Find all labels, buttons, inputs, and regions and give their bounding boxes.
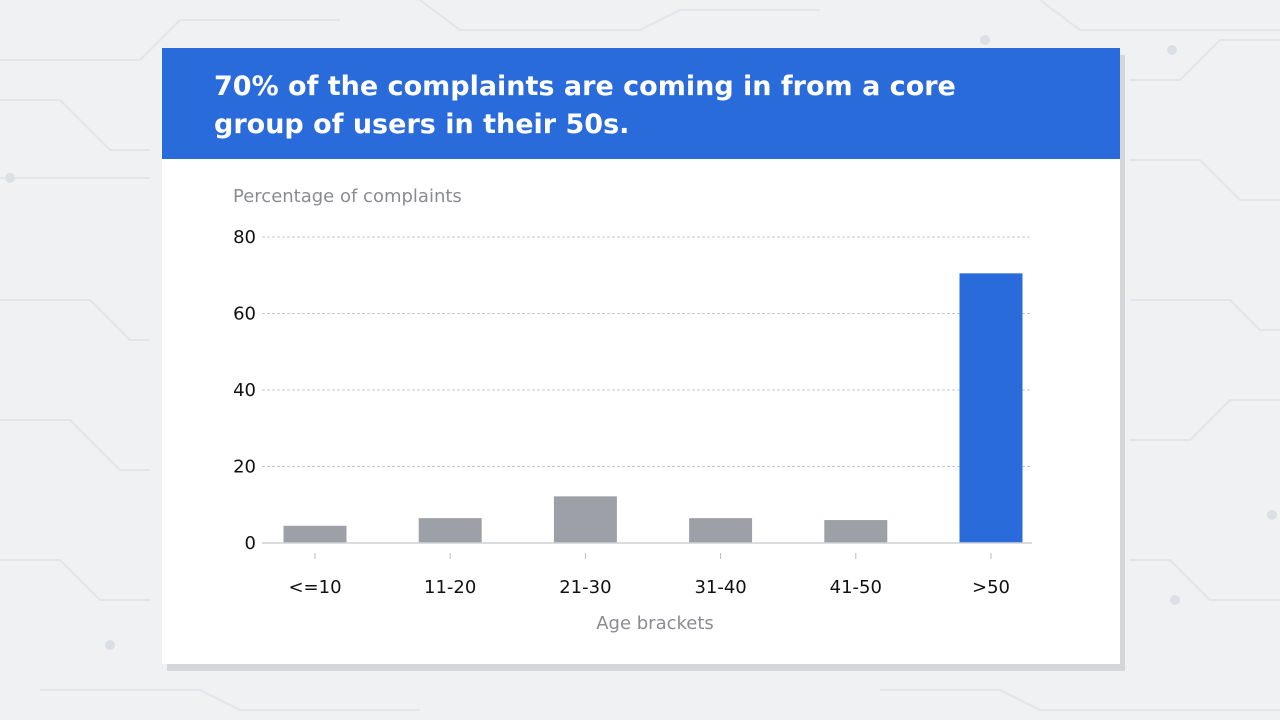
bars	[283, 273, 1023, 543]
x-axis-title: Age brackets	[596, 613, 714, 634]
bar-4	[689, 518, 753, 543]
x-tick-label: >50	[972, 577, 1010, 598]
y-tick-label: 40	[233, 380, 256, 401]
x-tick-label: 21-30	[559, 577, 611, 598]
y-tick-label: 20	[233, 457, 256, 478]
gridlines	[262, 236, 1032, 467]
bar-5	[824, 520, 888, 543]
x-tick-label: 41-50	[830, 577, 882, 598]
y-tick-label: 60	[233, 304, 256, 325]
x-axis-ticks: <=10 11-20 21-30 31-40 41-50 >50	[288, 553, 1010, 598]
x-tick-label: <=10	[288, 577, 341, 598]
bar-2	[418, 518, 482, 543]
y-tick-label: 0	[245, 533, 256, 554]
headline: 70% of the complaints are coming in from…	[214, 71, 956, 140]
card-header: 70% of the complaints are coming in from…	[162, 48, 1120, 159]
bar-chart: Percentage of complaints 0 20 40 60 80 <=10 1…	[233, 186, 1032, 634]
y-tick-label: 80	[233, 227, 256, 248]
y-axis-title: Percentage of complaints	[233, 186, 462, 207]
chart-card: 70% of the complaints are coming in from…	[162, 48, 1120, 664]
x-tick-label: 31-40	[694, 577, 746, 598]
bar-6	[959, 273, 1023, 543]
bar-1	[283, 525, 347, 543]
y-axis-ticks: 0 20 40 60 80	[233, 227, 256, 554]
x-tick-label: 11-20	[424, 577, 476, 598]
bar-3	[553, 496, 617, 543]
